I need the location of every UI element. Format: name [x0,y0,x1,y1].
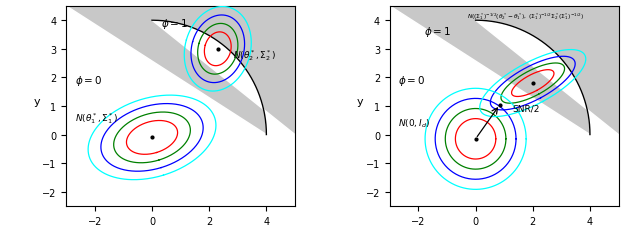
Text: $\phi=1$: $\phi=1$ [424,25,451,39]
Text: $\phi=0$: $\phi=0$ [399,74,426,88]
Text: $N(\theta_1^*, \Sigma_1^*)$: $N(\theta_1^*, \Sigma_1^*)$ [75,110,118,125]
Y-axis label: y: y [357,97,364,106]
Text: $N(\theta_2^*, \Sigma_2^*)$: $N(\theta_2^*, \Sigma_2^*)$ [234,48,276,63]
Text: $N(0, I_d)$: $N(0, I_d)$ [399,117,431,130]
Text: $\phi=1$: $\phi=1$ [161,17,188,31]
Polygon shape [390,7,618,206]
Y-axis label: y: y [33,97,40,106]
Text: SNR/2: SNR/2 [513,104,540,113]
Text: $\phi=0$: $\phi=0$ [75,74,102,88]
Polygon shape [67,7,295,206]
Text: $N((\Sigma_1^*)^{-1/2}(\theta_2^*-\theta_1^*),\ (\Sigma_1^*)^{-1/2}\Sigma_2^*(\S: $N((\Sigma_1^*)^{-1/2}(\theta_2^*-\theta… [467,11,584,22]
